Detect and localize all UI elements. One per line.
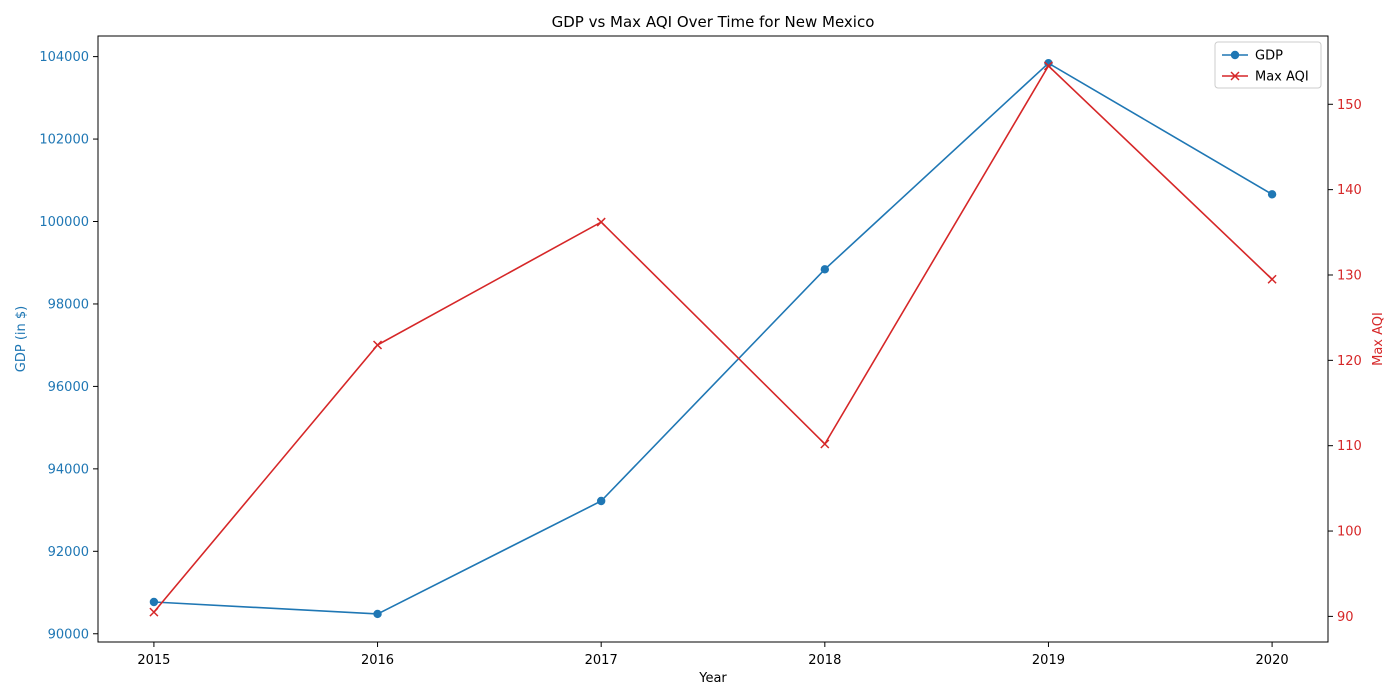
max-aqi-point xyxy=(1267,274,1277,284)
legend-entry-max-aqi: Max AQI xyxy=(1222,70,1309,85)
max-aqi-point-stroke xyxy=(596,217,606,227)
legend-label-max-aqi: Max AQI xyxy=(1255,70,1309,85)
plot-frame xyxy=(97,35,1329,643)
right-y-tick-label: 90 xyxy=(1337,610,1354,625)
max-aqi-point-stroke xyxy=(1043,61,1053,71)
right-y-tick-label: 100 xyxy=(1337,525,1362,540)
chart-title: GDP vs Max AQI Over Time for New Mexico xyxy=(552,13,875,31)
left-y-tick-label: 90000 xyxy=(48,627,89,642)
x-tick-label: 2017 xyxy=(585,653,618,668)
right-y-tick-label: 120 xyxy=(1337,354,1362,369)
max-aqi-series-line xyxy=(153,64,1273,613)
left-y-tick-label: 100000 xyxy=(39,215,89,230)
max-aqi-point-stroke xyxy=(820,439,830,449)
left-y-tick-label: 102000 xyxy=(39,133,89,148)
right-y-axis-title: Max AQI xyxy=(1371,312,1386,366)
x-tick-label: 2016 xyxy=(361,653,394,668)
gdp-point xyxy=(149,597,159,607)
x-axis-title: Year xyxy=(698,671,727,686)
right-y-tick-label: 110 xyxy=(1337,439,1362,454)
left-y-axis-title: GDP (in $) xyxy=(14,306,29,372)
gdp-point xyxy=(373,609,382,619)
gdp-point xyxy=(1267,190,1277,199)
max-aqi-point-stroke xyxy=(149,607,159,617)
left-y-tick-label: 92000 xyxy=(48,545,89,560)
legend-label-gdp: GDP xyxy=(1255,49,1283,64)
legend-marker-stroke xyxy=(1230,71,1240,81)
right-y-tick-label: 130 xyxy=(1337,268,1362,283)
gdp-point xyxy=(596,496,606,506)
max-aqi-point-stroke xyxy=(373,340,383,350)
x-tick-label: 2015 xyxy=(137,653,170,668)
x-tick-label: 2018 xyxy=(808,653,841,668)
right-y-tick-label: 140 xyxy=(1337,183,1362,198)
x-tick-label: 2020 xyxy=(1256,653,1289,668)
left-y-tick-label: 98000 xyxy=(48,297,89,312)
gdp-point xyxy=(1044,59,1053,68)
legend-marker-gdp xyxy=(1230,50,1240,60)
max-aqi-point xyxy=(596,217,606,227)
left-y-tick-label: 104000 xyxy=(39,50,89,65)
max-aqi-point xyxy=(373,340,383,350)
gdp-series-line xyxy=(153,62,1273,615)
max-aqi-point xyxy=(1043,61,1053,71)
gdp-point xyxy=(820,265,830,274)
left-y-tick-label: 94000 xyxy=(48,462,89,477)
right-y-tick-label: 150 xyxy=(1337,98,1362,113)
legend-marker-max-aqi xyxy=(1230,71,1240,81)
max-aqi-point-stroke xyxy=(1267,274,1277,284)
legend-entry-gdp: GDP xyxy=(1222,49,1283,64)
max-aqi-point xyxy=(820,439,830,449)
x-tick-label: 2019 xyxy=(1032,653,1065,668)
left-y-tick-label: 96000 xyxy=(48,380,89,395)
max-aqi-point xyxy=(149,607,159,617)
